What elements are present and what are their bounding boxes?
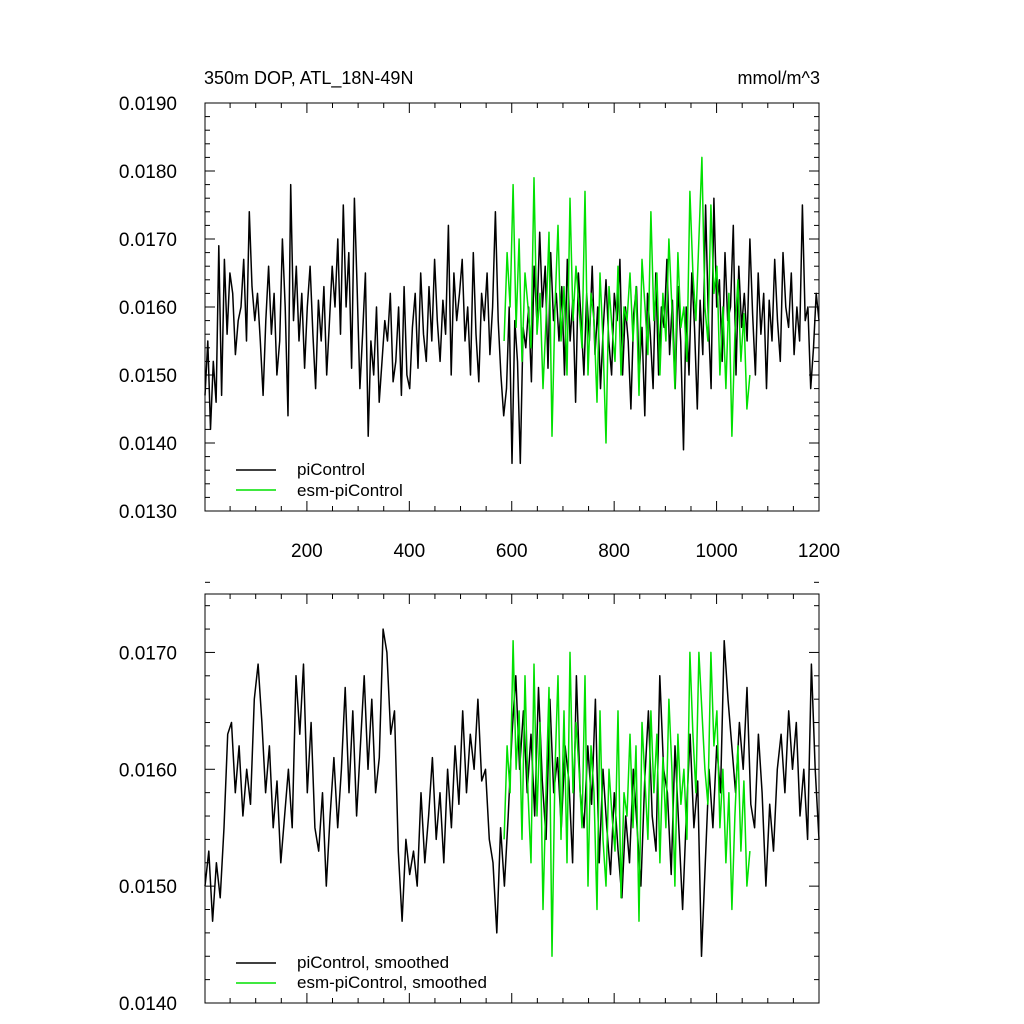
top-panel: 350m DOP, ATL_18N-49N mmol/m^3 200 400 600… — [119, 68, 840, 562]
y-tick-label: 0.0180 — [119, 162, 177, 183]
x-tick-label: 1200 — [798, 541, 840, 562]
y-tick-label: 0.0170 — [119, 643, 177, 664]
series-line-picontrol — [204, 183, 820, 465]
bottom-legend: piControl, smoothed esm-piControl, smoot… — [236, 953, 487, 992]
series-line-esm-picontrol — [503, 156, 751, 444]
y-tick-label: 0.0150 — [119, 366, 177, 387]
series-line-esm-picontrol-smoothed — [503, 639, 751, 958]
x-tick-label: 800 — [598, 541, 630, 562]
y-tick-label: 0.0190 — [119, 94, 177, 115]
x-tick-label: 200 — [291, 541, 323, 562]
top-plot-frame — [204, 102, 820, 512]
bottom-plot-frame — [204, 593, 820, 1004]
top-legend: piControl esm-piControl — [236, 460, 403, 500]
x-tick-label: 600 — [496, 541, 528, 562]
bottom-panel: 0.0140 0.0150 0.0160 0.0170 piControl, smoo… — [119, 581, 820, 1015]
y-tick-label: 0.0160 — [119, 298, 177, 319]
chart-title: 350m DOP, ATL_18N-49N — [204, 68, 413, 89]
y-tick-label: 0.0130 — [119, 502, 177, 523]
x-tick-label: 1000 — [695, 541, 737, 562]
legend-label-esm-picontrol-smoothed: esm-piControl, smoothed — [297, 973, 487, 992]
y-tick-label: 0.0140 — [119, 434, 177, 455]
legend-label-esm-picontrol: esm-piControl — [297, 481, 403, 500]
x-tick-label: 400 — [393, 541, 425, 562]
y-tick-label: 0.0160 — [119, 760, 177, 781]
y-tick-label: 0.0150 — [119, 877, 177, 898]
bottom-axis-ticks: 0.0140 0.0150 0.0160 0.0170 — [119, 581, 820, 1015]
top-series-layer — [204, 156, 820, 465]
units-label: mmol/m^3 — [738, 68, 820, 88]
legend-label-picontrol: piControl — [297, 460, 365, 479]
y-tick-label: 0.0170 — [119, 230, 177, 251]
bottom-series-layer — [204, 628, 820, 958]
top-axis-ticks: 200 400 600 800 1000 1200 0.0130 0.0140 0.0150 0.… — [119, 94, 840, 562]
y-tick-label: 0.0140 — [119, 994, 177, 1015]
legend-label-picontrol-smoothed: piControl, smoothed — [297, 953, 449, 972]
